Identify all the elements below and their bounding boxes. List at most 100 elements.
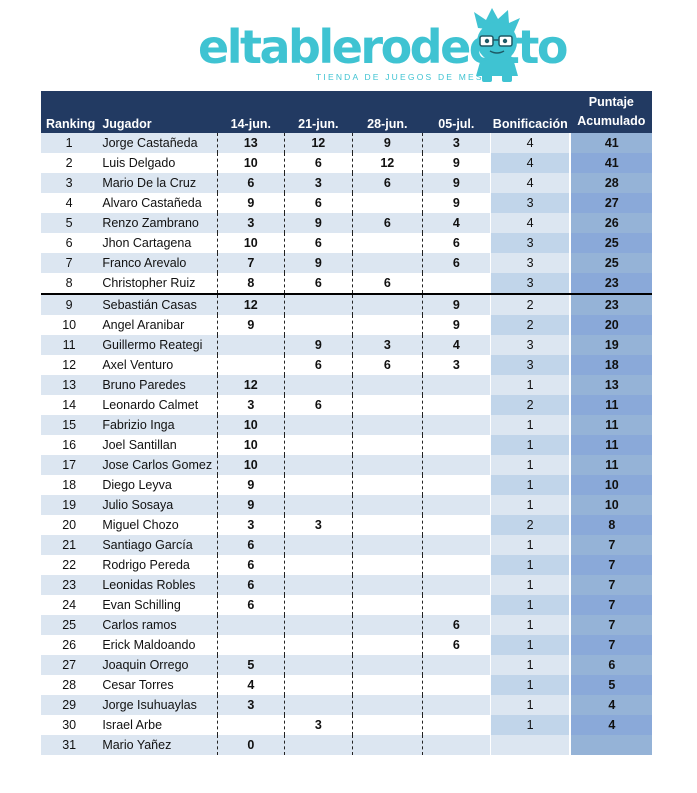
rank-cell: 17 (41, 455, 98, 475)
header-total-line2: Acumulado (577, 114, 646, 128)
score-21-jun-cell: 9 (284, 335, 353, 355)
rank-cell: 16 (62, 438, 77, 452)
player-name-cell: Miguel Chozo (102, 518, 179, 532)
total-cell: 7 (569, 575, 653, 595)
rank-cell: 11 (41, 335, 98, 355)
table-row: 4 Alvaro Castañeda 9 6 9 3 27 (41, 193, 653, 213)
score-21-jun-cell (284, 575, 353, 595)
rank-cell: 6 (65, 236, 73, 250)
score-28-jun-cell: 6 (352, 213, 423, 233)
header-total: Puntaje Acumulado (570, 91, 653, 133)
score-14-jun-cell: 0 (216, 735, 285, 755)
ranking-table: Ranking Jugador 14-jun. 21-jun. 28-jun. … (41, 91, 653, 755)
score-21-jun-cell (284, 535, 353, 555)
score-28-jun-cell (352, 655, 423, 675)
rank-cell: 25 (41, 615, 98, 635)
score-14-jun-cell: 9 (216, 495, 285, 515)
score-21-jun-cell: 6 (284, 193, 353, 213)
bonus-cell: 1 (489, 415, 571, 435)
player-name-cell: Axel Venturo (102, 358, 174, 372)
header-player: Jugador (97, 91, 218, 133)
score-14-jun-cell (216, 715, 285, 735)
table-row: 17 Jose Carlos Gomez 10 1 11 (41, 455, 653, 475)
player-name-cell: Joaquin Orrego (97, 655, 218, 675)
table-row: 27 Joaquin Orrego 5 1 6 (41, 655, 653, 675)
score-28-jun-cell (352, 595, 423, 615)
score-05-jul-cell: 9 (422, 153, 491, 173)
player-name-cell: Christopher Ruiz (97, 273, 218, 295)
bonus-cell: 3 (489, 233, 571, 253)
mascot-icon (474, 8, 520, 82)
score-28-jun-cell (352, 615, 423, 635)
rank-cell: 3 (41, 173, 98, 193)
score-21-jun-cell (284, 595, 353, 615)
player-name-cell: Rodrigo Pereda (102, 558, 190, 572)
table-row: 31 Mario Yañez 0 (41, 735, 653, 755)
score-14-jun-cell: 3 (216, 213, 285, 233)
score-28-jun-cell (352, 715, 423, 735)
player-name-cell: Fabrizio Inga (97, 415, 218, 435)
score-14-jun-cell: 10 (216, 233, 285, 253)
bonus-cell: 3 (489, 193, 571, 213)
table-row: 15 Fabrizio Inga 10 1 11 (41, 415, 653, 435)
player-name-cell: Jorge Castañeda (97, 133, 218, 153)
score-28-jun-cell (352, 375, 423, 395)
score-21-jun-cell (284, 735, 353, 755)
score-21-jun-cell: 3 (284, 173, 353, 193)
score-28-jun-cell (352, 193, 423, 213)
score-28-jun-cell (352, 415, 423, 435)
bonus-cell: 4 (489, 213, 571, 233)
total-cell: 11 (569, 415, 653, 435)
total-cell: 18 (569, 355, 653, 375)
bonus-cell (489, 735, 571, 755)
total-cell: 23 (569, 273, 653, 295)
total-cell (569, 735, 653, 755)
score-28-jun-cell: 12 (352, 153, 423, 173)
brand-logo: eltablerodeotto TIENDA DE JUEGOS DE MESA (198, 6, 569, 86)
bonus-cell: 1 (489, 675, 571, 695)
player-name-cell: Julio Sosaya (97, 495, 218, 515)
total-cell: 11 (569, 455, 653, 475)
score-05-jul-cell (422, 695, 491, 715)
score-05-jul-cell: 4 (422, 335, 491, 355)
score-21-jun-cell (284, 455, 353, 475)
score-14-jun-cell: 12 (216, 294, 285, 315)
total-cell: 7 (569, 535, 653, 555)
rank-cell: 12 (62, 358, 77, 372)
rank-cell: 9 (41, 294, 98, 315)
score-28-jun-cell (352, 395, 423, 415)
bonus-cell: 3 (489, 335, 571, 355)
header-ranking: Ranking (41, 91, 98, 133)
total-cell: 27 (569, 193, 653, 213)
bonus-cell: 2 (489, 395, 571, 415)
player-name-cell: Erick Maldoando (102, 638, 196, 652)
score-28-jun-cell: 6 (352, 173, 423, 193)
table-row: 8 Christopher Ruiz 8 6 6 3 23 (41, 273, 653, 295)
total-cell: 7 (569, 555, 653, 575)
player-name-cell: Cesar Torres (102, 678, 174, 692)
score-05-jul-cell: 9 (422, 294, 491, 315)
score-14-jun-cell: 12 (216, 375, 285, 395)
table-row: 13 Bruno Paredes 12 1 13 (41, 375, 653, 395)
total-cell: 6 (569, 655, 653, 675)
bonus-cell: 1 (489, 375, 571, 395)
rank-cell: 4 (65, 196, 73, 210)
score-28-jun-cell (352, 455, 423, 475)
score-14-jun-cell: 13 (216, 133, 285, 153)
player-name-cell: Jose Carlos Gomez (97, 455, 218, 475)
score-05-jul-cell: 9 (422, 173, 491, 193)
score-21-jun-cell (284, 435, 353, 455)
player-name-cell: Luis Delgado (102, 156, 176, 170)
bonus-cell: 2 (489, 294, 571, 315)
score-21-jun-cell: 6 (284, 153, 353, 173)
score-05-jul-cell (422, 595, 491, 615)
table-row: 3 Mario De la Cruz 6 3 6 9 4 28 (41, 173, 653, 193)
score-05-jul-cell: 4 (422, 213, 491, 233)
player-name-cell: Joel Santillan (102, 438, 177, 452)
total-cell: 10 (569, 495, 653, 515)
score-05-jul-cell: 6 (422, 253, 491, 273)
score-05-jul-cell (422, 273, 491, 295)
bonus-cell: 3 (489, 253, 571, 273)
score-05-jul-cell (422, 455, 491, 475)
score-21-jun-cell: 3 (284, 515, 353, 535)
